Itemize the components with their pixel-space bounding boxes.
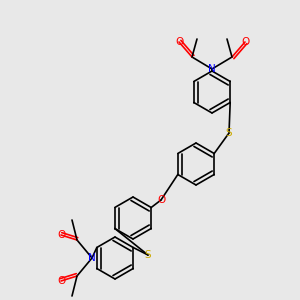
Text: O: O: [175, 37, 183, 47]
Text: S: S: [226, 128, 232, 138]
Text: S: S: [145, 250, 151, 260]
Text: N: N: [208, 64, 216, 74]
Text: O: O: [57, 230, 65, 240]
Text: O: O: [157, 195, 165, 205]
Text: O: O: [241, 37, 249, 47]
Text: N: N: [88, 253, 96, 263]
Text: O: O: [57, 276, 65, 286]
